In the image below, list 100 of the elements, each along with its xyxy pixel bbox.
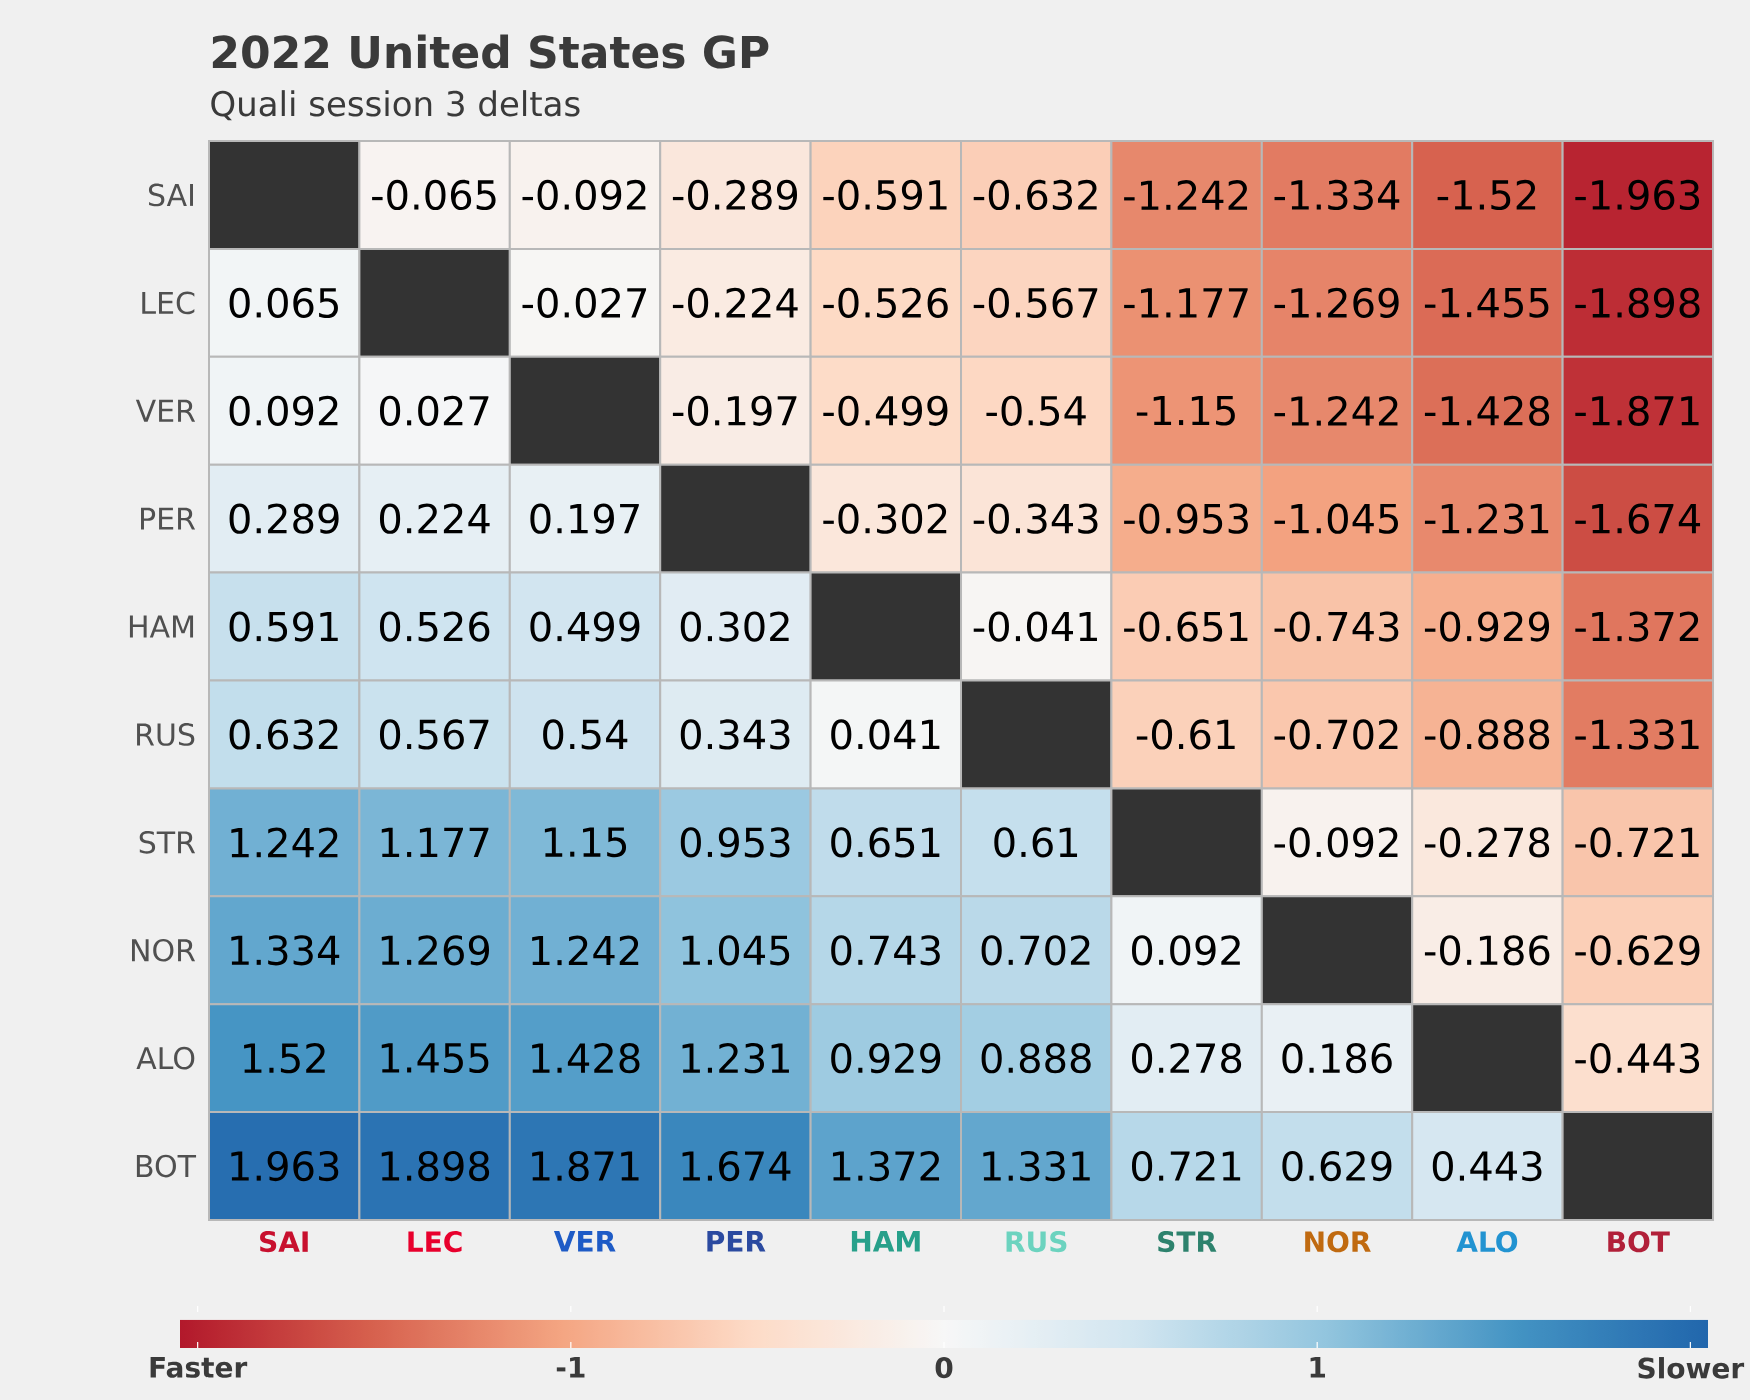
data-label: 1.898 (381, 1150, 490, 1182)
data-label: 1.331 (983, 1150, 1090, 1182)
data-label: -1.331 (1575, 719, 1699, 750)
data-label: 1.455 (381, 1043, 489, 1074)
chart-subtitle: Quali session 3 deltas (211, 90, 580, 121)
y-tick-label: BOT (136, 1154, 197, 1178)
data-label: -0.092 (522, 179, 646, 211)
data-label: -0.702 (1274, 719, 1398, 750)
data-label: -0.278 (1424, 827, 1550, 858)
data-label: -1.372 (1575, 611, 1699, 642)
y-tick-label: STR (139, 831, 196, 854)
data-label: 1.045 (682, 935, 790, 966)
y-tick-label: ALO (136, 1046, 195, 1070)
data-label: 0.591 (229, 611, 338, 642)
data-label: 1.428 (532, 1043, 640, 1074)
data-label: -1.269 (1274, 287, 1399, 318)
x-tick-label: LEC (408, 1231, 462, 1253)
data-label: 0.499 (530, 611, 640, 642)
data-label: -0.186 (1424, 935, 1550, 966)
data-label: -0.224 (672, 287, 798, 318)
x-tick-label: BOT (1608, 1231, 1670, 1253)
data-label: 0.065 (229, 287, 338, 318)
data-label: -0.651 (1124, 611, 1248, 642)
data-label: -1.15 (1136, 395, 1235, 426)
data-label: 0.743 (831, 935, 940, 966)
data-label: -1.231 (1424, 503, 1549, 534)
x-tick-label: PER (707, 1231, 766, 1252)
y-tick-label: VER (135, 399, 196, 422)
data-label: 0.953 (680, 827, 790, 858)
data-label: -1.898 (1575, 287, 1700, 318)
data-label: 1.231 (682, 1043, 789, 1074)
data-label: 0.278 (1131, 1043, 1242, 1074)
x-tick-label: SAI (260, 1231, 308, 1253)
data-label: 1.963 (231, 1150, 339, 1182)
data-label: -0.443 (1575, 1043, 1700, 1074)
data-label: -0.629 (1575, 935, 1700, 966)
data-label: 1.269 (381, 935, 490, 966)
data-label: 0.526 (379, 611, 490, 642)
data-label: 0.632 (229, 719, 338, 750)
data-label: -0.343 (973, 503, 1098, 534)
data-label: -0.302 (823, 503, 947, 534)
y-tick-label: SAI (148, 183, 194, 207)
data-label: -0.61 (1136, 719, 1235, 750)
data-label: 0.027 (379, 395, 489, 426)
data-label: 1.15 (544, 827, 627, 858)
data-label: 1.177 (381, 827, 489, 857)
y-tick-label: HAM (129, 615, 194, 638)
data-label: 0.302 (680, 611, 789, 642)
data-label: 1.242 (231, 827, 338, 858)
data-label: 0.61 (994, 827, 1078, 858)
data-label: 0.092 (229, 395, 338, 426)
data-label: -0.027 (522, 287, 647, 318)
data-label: -0.929 (1424, 611, 1550, 642)
data-label: -1.674 (1575, 503, 1701, 534)
data-label: -1.045 (1274, 503, 1398, 534)
color-bar-label: -1 (556, 1357, 585, 1378)
data-label: -0.721 (1575, 827, 1699, 858)
data-label: -0.526 (823, 287, 948, 318)
data-label: -0.567 (973, 287, 1098, 318)
data-label: 1.334 (231, 935, 340, 966)
data-label: -1.428 (1424, 395, 1550, 426)
data-label: 0.721 (1131, 1150, 1241, 1182)
x-tick-label: VER (553, 1231, 616, 1252)
data-label: 0.702 (981, 935, 1090, 966)
color-bar-label: Faster (150, 1357, 248, 1378)
x-tick-label: HAM (851, 1231, 920, 1252)
data-label: 1.52 (244, 1043, 325, 1074)
data-label: -0.591 (823, 179, 947, 211)
y-tick-label: RUS (137, 723, 195, 746)
data-label: 0.567 (379, 719, 489, 750)
data-label: 0.197 (530, 503, 639, 534)
data-label: -0.065 (372, 179, 496, 211)
data-label: -1.242 (1124, 180, 1248, 210)
data-label: 0.041 (831, 719, 940, 750)
data-label: -1.242 (1274, 395, 1398, 426)
data-label: 0.343 (680, 719, 790, 750)
x-tick-label: STR (1158, 1231, 1217, 1253)
data-label: -0.041 (973, 611, 1097, 642)
data-label: 0.929 (831, 1043, 941, 1074)
y-tick-label: PER (141, 507, 196, 530)
chart-title: 2022 United States GP (212, 34, 769, 69)
data-label: -0.888 (1424, 719, 1550, 750)
data-label: -1.334 (1274, 179, 1400, 211)
data-label: 0.092 (1131, 935, 1240, 966)
y-tick-label: NOR (132, 938, 196, 962)
data-label: 0.54 (543, 719, 628, 750)
data-label: -1.455 (1424, 288, 1549, 318)
data-label: -0.499 (823, 395, 948, 426)
data-label: -0.289 (672, 179, 798, 211)
data-label: -0.953 (1124, 503, 1248, 534)
data-label: 0.629 (1282, 1150, 1392, 1182)
data-label: -0.092 (1274, 827, 1398, 858)
data-label: 0.888 (981, 1043, 1091, 1074)
data-label: 1.674 (682, 1150, 791, 1182)
x-tick-label: RUS (1006, 1231, 1067, 1253)
data-label: 1.871 (532, 1150, 639, 1182)
color-bar-label: Slower (1638, 1357, 1745, 1379)
color-bar-label: 1 (1310, 1357, 1326, 1378)
data-label: 0.224 (379, 503, 490, 534)
data-label: 0.651 (831, 827, 940, 858)
